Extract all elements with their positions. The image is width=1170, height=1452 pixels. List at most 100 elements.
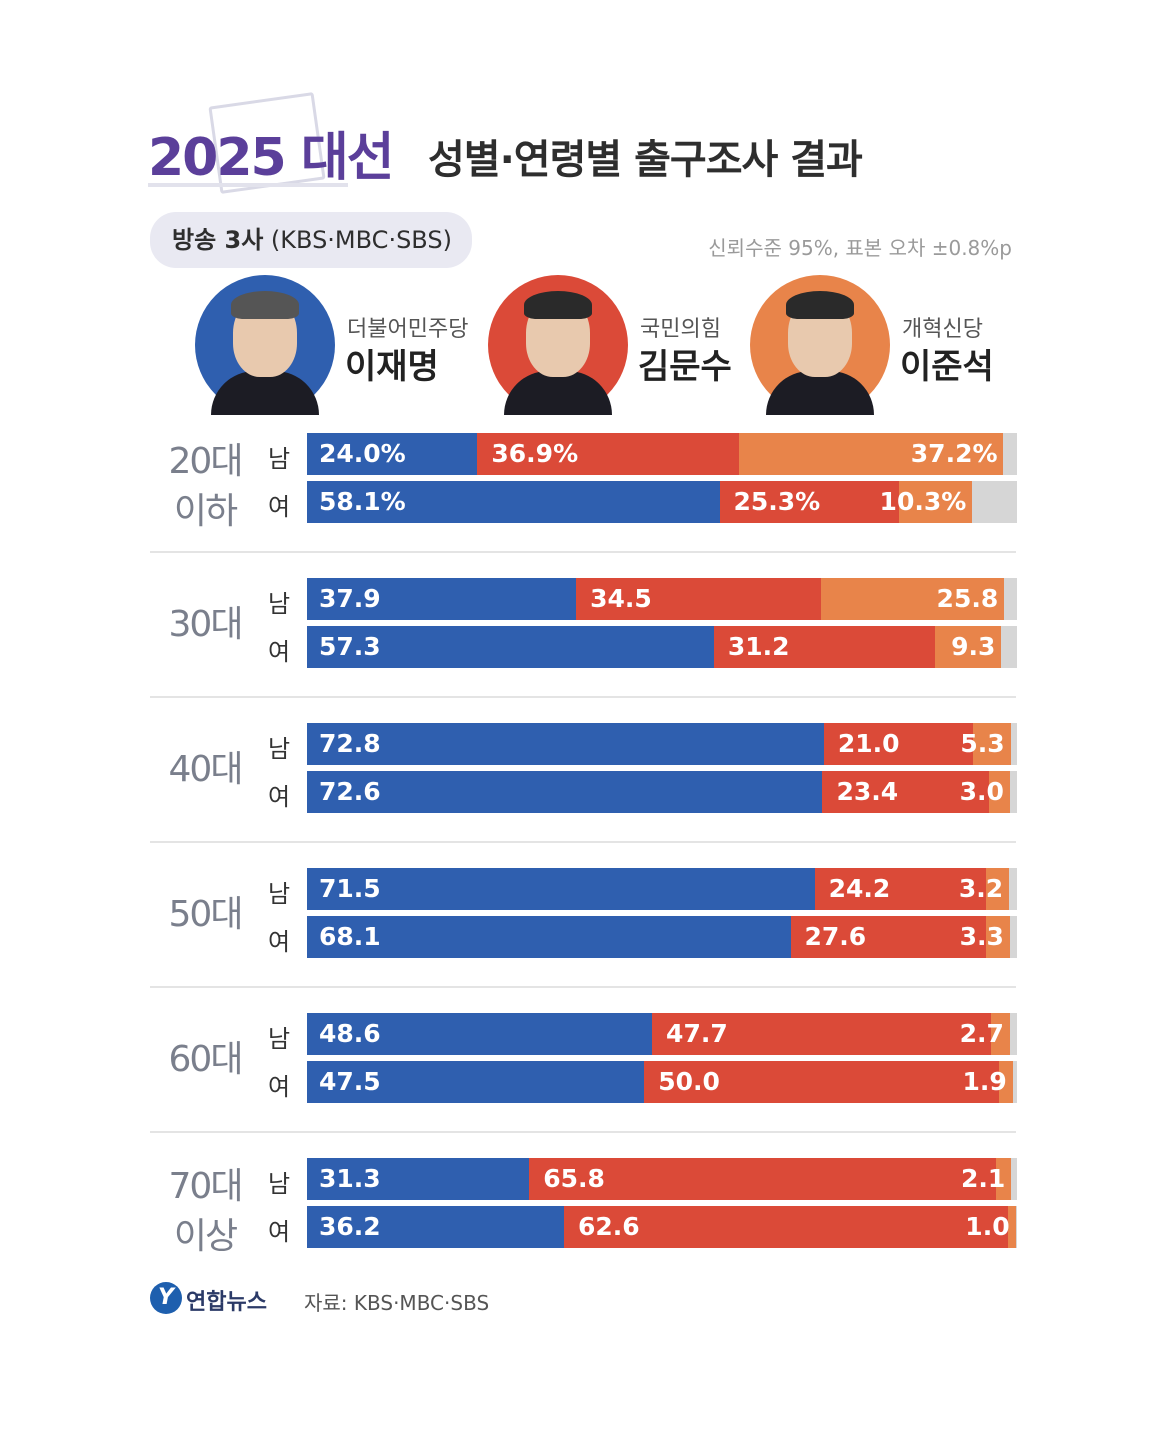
bar-segment	[821, 578, 1005, 620]
candidate-photo	[488, 275, 628, 415]
age-label: 50대	[150, 890, 260, 940]
bar-segment	[935, 626, 1002, 668]
bar-segment	[713, 626, 936, 668]
group-divider	[150, 841, 1016, 843]
age-group: 40대 남 72.8 21.0 5.3 여 72.6 23.4 3.0	[150, 723, 1017, 815]
age-group: 30대 남 37.9 34.5 25.8 여 57.3 31.2 9.3	[150, 578, 1017, 670]
candidate-name: 이재명	[345, 347, 439, 387]
bar-row: 24.0% 36.9% 37.2%	[307, 433, 1017, 475]
bar-value-label: 72.6	[319, 777, 381, 806]
bar-value-label: 9.3	[951, 632, 996, 661]
bar-segment	[823, 723, 973, 765]
yonhap-brand: 연합뉴스	[186, 1290, 267, 1315]
sex-label: 여	[268, 638, 291, 666]
candidate-suit-shape	[766, 371, 874, 415]
bar-segment	[739, 433, 1004, 475]
bar-segment	[719, 481, 900, 523]
bar-value-label: 23.4	[836, 777, 899, 806]
bar-segment	[529, 1158, 997, 1200]
bar-row: 57.3 31.2 9.3	[307, 626, 1017, 668]
bar-row: 36.2 62.6 1.0	[307, 1206, 1017, 1248]
bar-value-label: 21.0	[837, 729, 900, 758]
bar-value-label: 3.2	[958, 874, 1004, 903]
bar-value-label: 31.2	[727, 632, 790, 661]
bar-row: 72.8 21.0 5.3	[307, 723, 1017, 765]
bar-segment	[307, 771, 823, 813]
bar-value-label: 47.7	[666, 1019, 728, 1048]
bar-segment	[999, 1061, 1013, 1103]
bar-value-label: 50.0	[658, 1067, 720, 1096]
sex-label: 여	[268, 1073, 291, 1101]
bar-value-label: 3.3	[959, 922, 1004, 951]
bar-value-label: 2.1	[961, 1164, 1006, 1193]
age-group: 20대 이하 남 24.0% 36.9% 37.2% 여 58.1% 25.3% 10.3%	[150, 433, 1017, 532]
title-year: 2025 대선	[148, 128, 395, 188]
bar-segment	[564, 1206, 1009, 1248]
bar-segment	[814, 868, 987, 910]
bar-segment	[988, 771, 1010, 813]
bar-row: 37.9 34.5 25.8	[307, 578, 1017, 620]
bar-value-label: 72.8	[319, 729, 381, 758]
bar-value-label: 27.6	[804, 922, 867, 951]
age-label-line: 이하	[173, 491, 238, 532]
bar-value-label: 37.9	[319, 584, 381, 613]
candidate-hair-shape	[786, 291, 854, 319]
bar-segment	[644, 1061, 1000, 1103]
age-group: 60대 남 48.6 47.7 2.7 여 47.5 50.0 1.9	[150, 1013, 1017, 1105]
bar-value-label: 3.0	[959, 777, 1004, 806]
bar-row: 72.6 23.4 3.0	[307, 771, 1017, 813]
bar-segment	[307, 1013, 653, 1055]
bar-value-label: 1.0	[965, 1212, 1010, 1241]
confidence-note: 신뢰수준 95%, 표본 오차 ±0.8%p	[708, 236, 1012, 260]
bar-value-label: 2.7	[959, 1019, 1004, 1048]
group-divider	[150, 1131, 1016, 1133]
bar-segment	[477, 433, 740, 475]
candidate-photo	[195, 275, 335, 415]
broadcaster-badge-bold: 방송 3사	[172, 226, 264, 254]
bar-segment	[576, 578, 822, 620]
bar-row: 31.3 65.8 2.1	[307, 1158, 1017, 1200]
sex-label: 남	[268, 445, 291, 473]
bar-value-label: 10.3%	[879, 487, 967, 516]
bar-value-label: 36.9%	[491, 439, 579, 468]
bar-segment	[986, 868, 1010, 910]
sex-label: 남	[268, 880, 291, 908]
yonhap-logo-icon: Y	[150, 1282, 182, 1314]
group-divider	[150, 696, 1016, 698]
age-label-line: 70대	[168, 1166, 244, 1207]
bar-segment	[307, 1158, 530, 1200]
bar-segment	[307, 1206, 565, 1248]
sex-label: 남	[268, 1025, 291, 1053]
bar-row: 47.5 50.0 1.9	[307, 1061, 1017, 1103]
bar-segment	[990, 1013, 1010, 1055]
bar-value-label: 68.1	[319, 922, 381, 951]
sex-label: 남	[268, 1170, 291, 1198]
age-label-line: 40대	[168, 749, 244, 790]
age-group: 50대 남 71.5 24.2 3.2 여 68.1 27.6 3.3	[150, 868, 1017, 960]
bar-segment	[307, 723, 824, 765]
age-label: 60대	[150, 1035, 260, 1085]
bar-value-label: 65.8	[543, 1164, 605, 1193]
bar-segment	[790, 916, 987, 958]
candidate-party: 더불어민주당	[347, 317, 469, 342]
sex-label: 여	[268, 928, 291, 956]
sex-label: 남	[268, 735, 291, 763]
group-divider	[150, 986, 1016, 988]
bar-segment	[307, 916, 791, 958]
bar-segment	[307, 578, 577, 620]
bar-value-label: 34.5	[590, 584, 652, 613]
age-label-line: 이상	[173, 1216, 238, 1257]
candidate-hair-shape	[231, 291, 299, 319]
page-title: 성별·연령별 출구조사 결과	[428, 137, 863, 183]
bar-value-label: 1.9	[962, 1067, 1007, 1096]
bar-value-label: 25.3%	[733, 487, 821, 516]
broadcaster-badge-rest: (KBS·MBC·SBS)	[263, 226, 452, 254]
bar-segment	[996, 1158, 1012, 1200]
sex-label: 남	[268, 590, 291, 618]
bar-value-label: 58.1%	[319, 487, 406, 516]
bar-segment	[652, 1013, 991, 1055]
bar-segment	[1008, 1206, 1016, 1248]
sex-label: 여	[268, 783, 291, 811]
bar-value-label: 36.2	[319, 1212, 381, 1241]
